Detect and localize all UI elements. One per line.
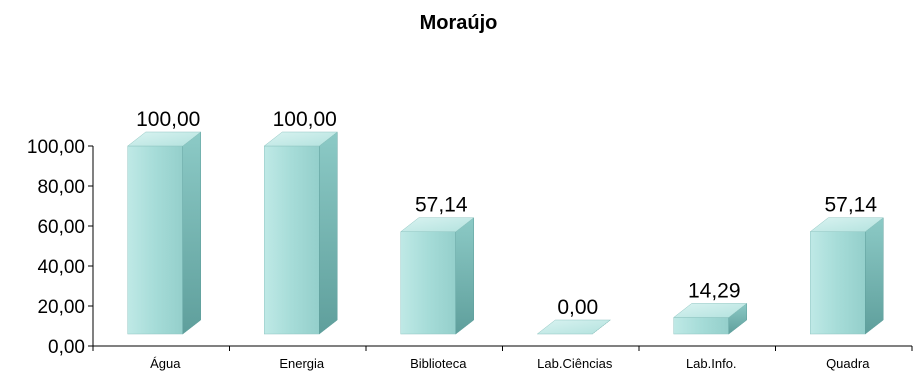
bar — [673, 302, 748, 335]
bar-front — [673, 317, 729, 335]
y-tick-label: 100,00 — [27, 137, 85, 158]
y-tick-label: 20,00 — [37, 297, 85, 318]
data-label: 0,00 — [557, 296, 598, 319]
data-label: 57,14 — [415, 194, 468, 217]
bar-side — [865, 217, 884, 335]
bar — [263, 131, 338, 335]
bar-top — [809, 217, 884, 232]
bar — [127, 131, 202, 335]
bar-top — [263, 131, 338, 147]
y-tick-label: 80,00 — [37, 177, 85, 198]
bar-side — [182, 131, 201, 335]
bar-top — [673, 303, 748, 318]
y-tick-label: 0,00 — [48, 337, 85, 358]
bar — [809, 217, 884, 335]
y-tick-label: 60,00 — [37, 217, 85, 238]
bars — [127, 131, 884, 335]
data-label: 57,14 — [824, 194, 877, 217]
bar-top — [127, 131, 202, 147]
data-label: 100,00 — [273, 108, 337, 131]
labels: 100,00 Água 100,00 Energia 57,14 Biblioteca 0,… — [136, 108, 877, 371]
chart-title: Moraújo — [419, 12, 498, 34]
bar-side — [319, 131, 338, 335]
bar-front — [127, 145, 183, 335]
x-category-label: Quadra — [826, 356, 870, 371]
x-category-label: Biblioteca — [410, 356, 467, 371]
axes: 0,00 20,00 40,00 60,00 80,00 100,00 — [27, 137, 913, 358]
bar-top — [536, 319, 611, 335]
bar-front — [810, 231, 866, 335]
bar-front — [264, 145, 320, 335]
x-category-label: Energia — [279, 356, 325, 371]
y-tick-label: 40,00 — [37, 257, 85, 278]
bar — [400, 217, 475, 335]
x-category-label: Lab.Ciências — [537, 356, 613, 371]
bar-top — [400, 217, 475, 232]
bar-front — [400, 231, 456, 335]
x-category-label: Lab.Info. — [686, 356, 737, 371]
data-label: 100,00 — [136, 108, 200, 131]
bar-side — [455, 217, 474, 335]
bar — [536, 319, 611, 335]
x-category-label: Água — [150, 356, 181, 371]
data-label: 14,29 — [688, 279, 741, 302]
